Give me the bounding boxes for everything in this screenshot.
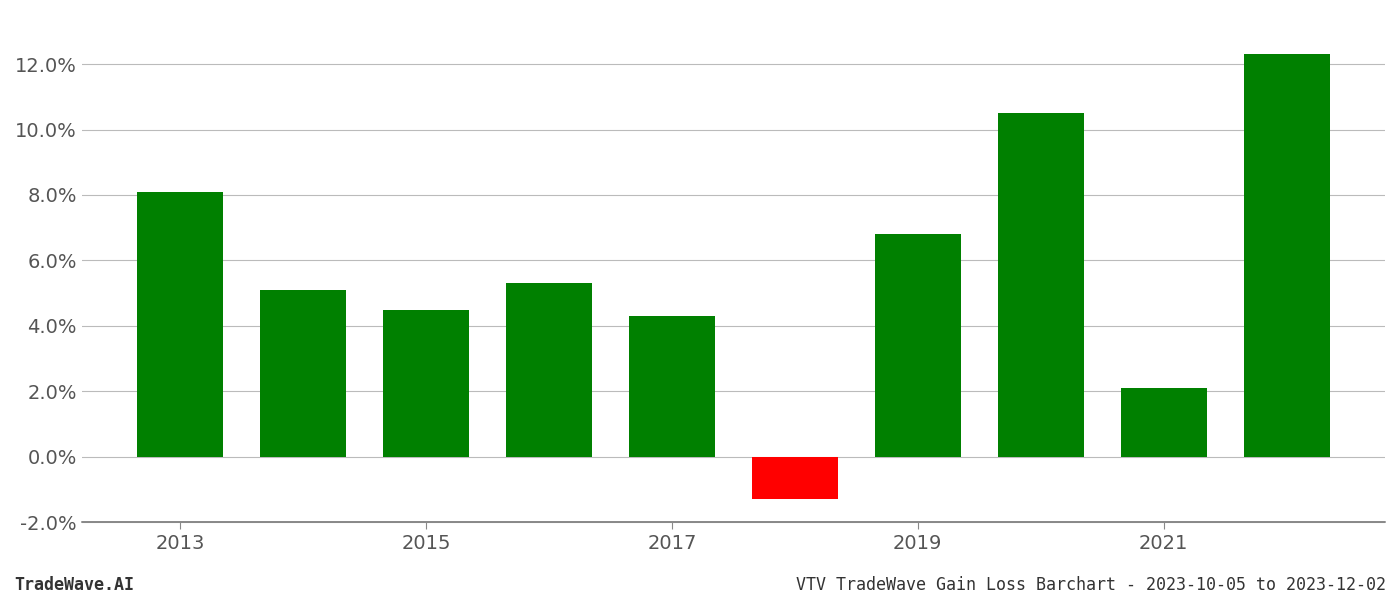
Text: VTV TradeWave Gain Loss Barchart - 2023-10-05 to 2023-12-02: VTV TradeWave Gain Loss Barchart - 2023-…	[797, 576, 1386, 594]
Bar	[629, 316, 715, 457]
Bar	[505, 283, 592, 457]
Bar	[260, 290, 346, 457]
Bar	[998, 113, 1084, 457]
Bar	[1120, 388, 1207, 457]
Bar	[137, 192, 223, 457]
Bar	[1243, 54, 1330, 457]
Bar	[384, 310, 469, 457]
Bar	[875, 234, 960, 457]
Text: TradeWave.AI: TradeWave.AI	[14, 576, 134, 594]
Bar	[752, 457, 837, 499]
